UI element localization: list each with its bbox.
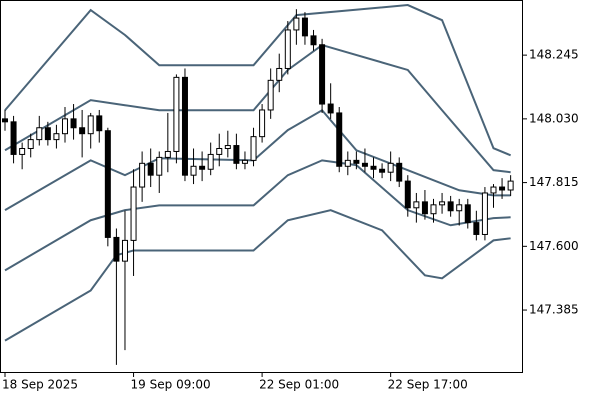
candle-body [96, 115, 103, 132]
x-tick-label: 19 Sep 09:00 [131, 378, 211, 392]
candle-body [344, 159, 351, 167]
candle-body [387, 162, 394, 173]
candle-body [147, 162, 154, 176]
candle-body [353, 159, 360, 164]
x-tick-label: 22 Sep 17:00 [388, 378, 468, 392]
candle-body [284, 29, 291, 69]
candle-body [2, 118, 8, 123]
candle-body [250, 136, 257, 161]
candle-body [379, 168, 386, 173]
x-tick-label: 22 Sep 01:00 [259, 378, 339, 392]
candle-body [70, 118, 77, 129]
candle-body [53, 133, 60, 141]
y-tick-label: 147.385 [529, 303, 579, 317]
candle-body [473, 222, 480, 235]
candle-body [447, 201, 454, 212]
candle-body [104, 130, 111, 238]
candle-body [439, 201, 446, 206]
candle-body [293, 17, 300, 31]
candle-body [27, 139, 34, 150]
y-tick-label: 148.030 [529, 111, 579, 125]
y-tick-label: 147.815 [529, 175, 579, 189]
candle-body [164, 150, 171, 158]
candle-body [259, 109, 266, 138]
candle-body [121, 239, 128, 262]
candle-body [233, 145, 240, 164]
candle-body [130, 186, 137, 241]
candle-body [421, 201, 428, 215]
candle-body [10, 121, 17, 155]
candle-body [396, 162, 403, 182]
x-tick-label: 18 Sep 2025 [2, 378, 78, 392]
candle-body [241, 159, 248, 164]
candle-body [456, 204, 463, 212]
candle-body [44, 127, 51, 141]
band-line [4, 108, 511, 212]
candle-body [499, 186, 506, 191]
candle-body [336, 112, 343, 167]
candle-body [87, 115, 94, 135]
candle-body [267, 79, 274, 111]
candle-body [507, 180, 514, 191]
candle-body [36, 127, 43, 141]
candle-body [224, 145, 231, 150]
candle-body [113, 236, 120, 262]
band-line [4, 43, 511, 174]
candle-body [216, 148, 223, 155]
candle-body [404, 180, 411, 209]
candle-body [199, 165, 206, 170]
candle-body [490, 186, 497, 194]
candle-body [413, 201, 420, 209]
candle-body [464, 204, 471, 224]
candle-body [430, 204, 437, 215]
candle-body [61, 118, 68, 135]
y-tick-label: 148.245 [529, 48, 579, 62]
candle-body [19, 148, 26, 155]
candle-body [370, 165, 377, 170]
candle-body [301, 17, 308, 37]
candle-body [361, 162, 368, 167]
band-line [4, 4, 512, 157]
candle-body [276, 67, 283, 81]
candle-body [481, 192, 488, 235]
candle-body [181, 76, 188, 176]
candle-body [319, 44, 326, 105]
band-line [4, 159, 511, 272]
band-line [4, 209, 511, 342]
candle-body [173, 76, 180, 152]
candle-body [139, 162, 146, 188]
candle-body [156, 156, 163, 176]
plot-frame [0, 0, 523, 373]
candle-body [79, 127, 86, 135]
candle-body [190, 165, 197, 176]
candle-body [207, 153, 214, 170]
candle-body [327, 103, 334, 114]
candle-body [310, 35, 317, 46]
y-tick-label: 147.600 [529, 239, 579, 253]
